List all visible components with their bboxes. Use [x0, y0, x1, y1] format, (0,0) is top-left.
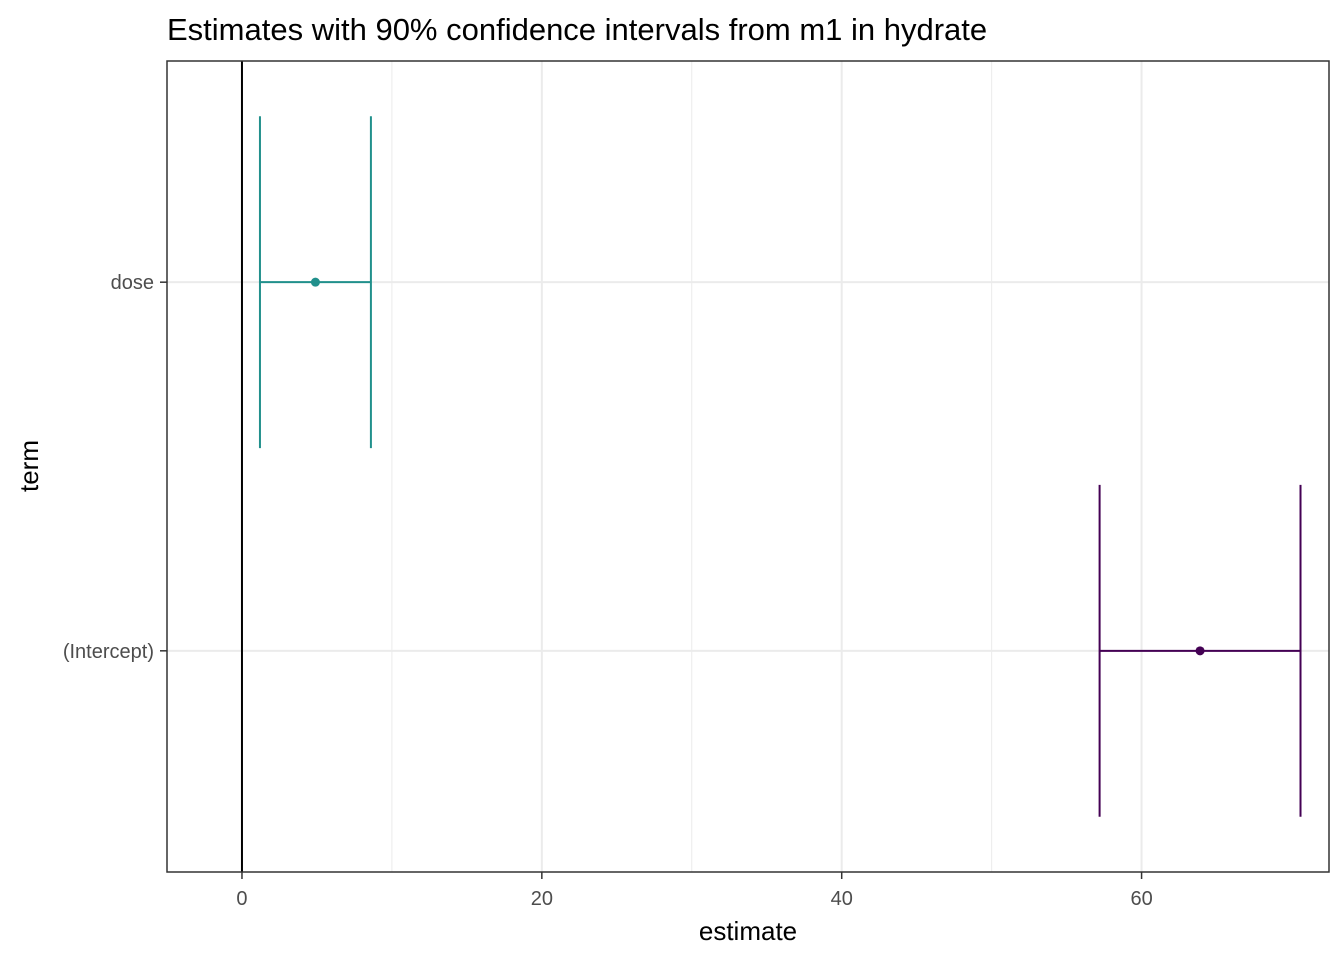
errorbar-dose	[258, 116, 372, 449]
x-axis-title: estimate	[699, 916, 797, 946]
y-axis-title: term	[14, 440, 44, 492]
x-tick-label: 20	[531, 888, 553, 910]
errorbar--intercept-	[1098, 484, 1302, 817]
x-axis: 0 20 40 60	[236, 872, 1153, 910]
estimate-point	[310, 277, 320, 287]
chart-title: Estimates with 90% confidence intervals …	[167, 12, 987, 47]
panel-border	[166, 60, 1330, 873]
x-tick-label: 40	[831, 888, 853, 910]
y-tick-label: (Intercept)	[63, 641, 154, 663]
y-axis: (Intercept) dose	[63, 272, 167, 663]
error-bars	[258, 116, 1302, 817]
y-tick-label: dose	[111, 272, 154, 294]
x-tick-label: 60	[1130, 888, 1152, 910]
grid	[167, 61, 1329, 872]
x-tick-label: 0	[236, 888, 247, 910]
estimate-point	[1195, 646, 1205, 656]
